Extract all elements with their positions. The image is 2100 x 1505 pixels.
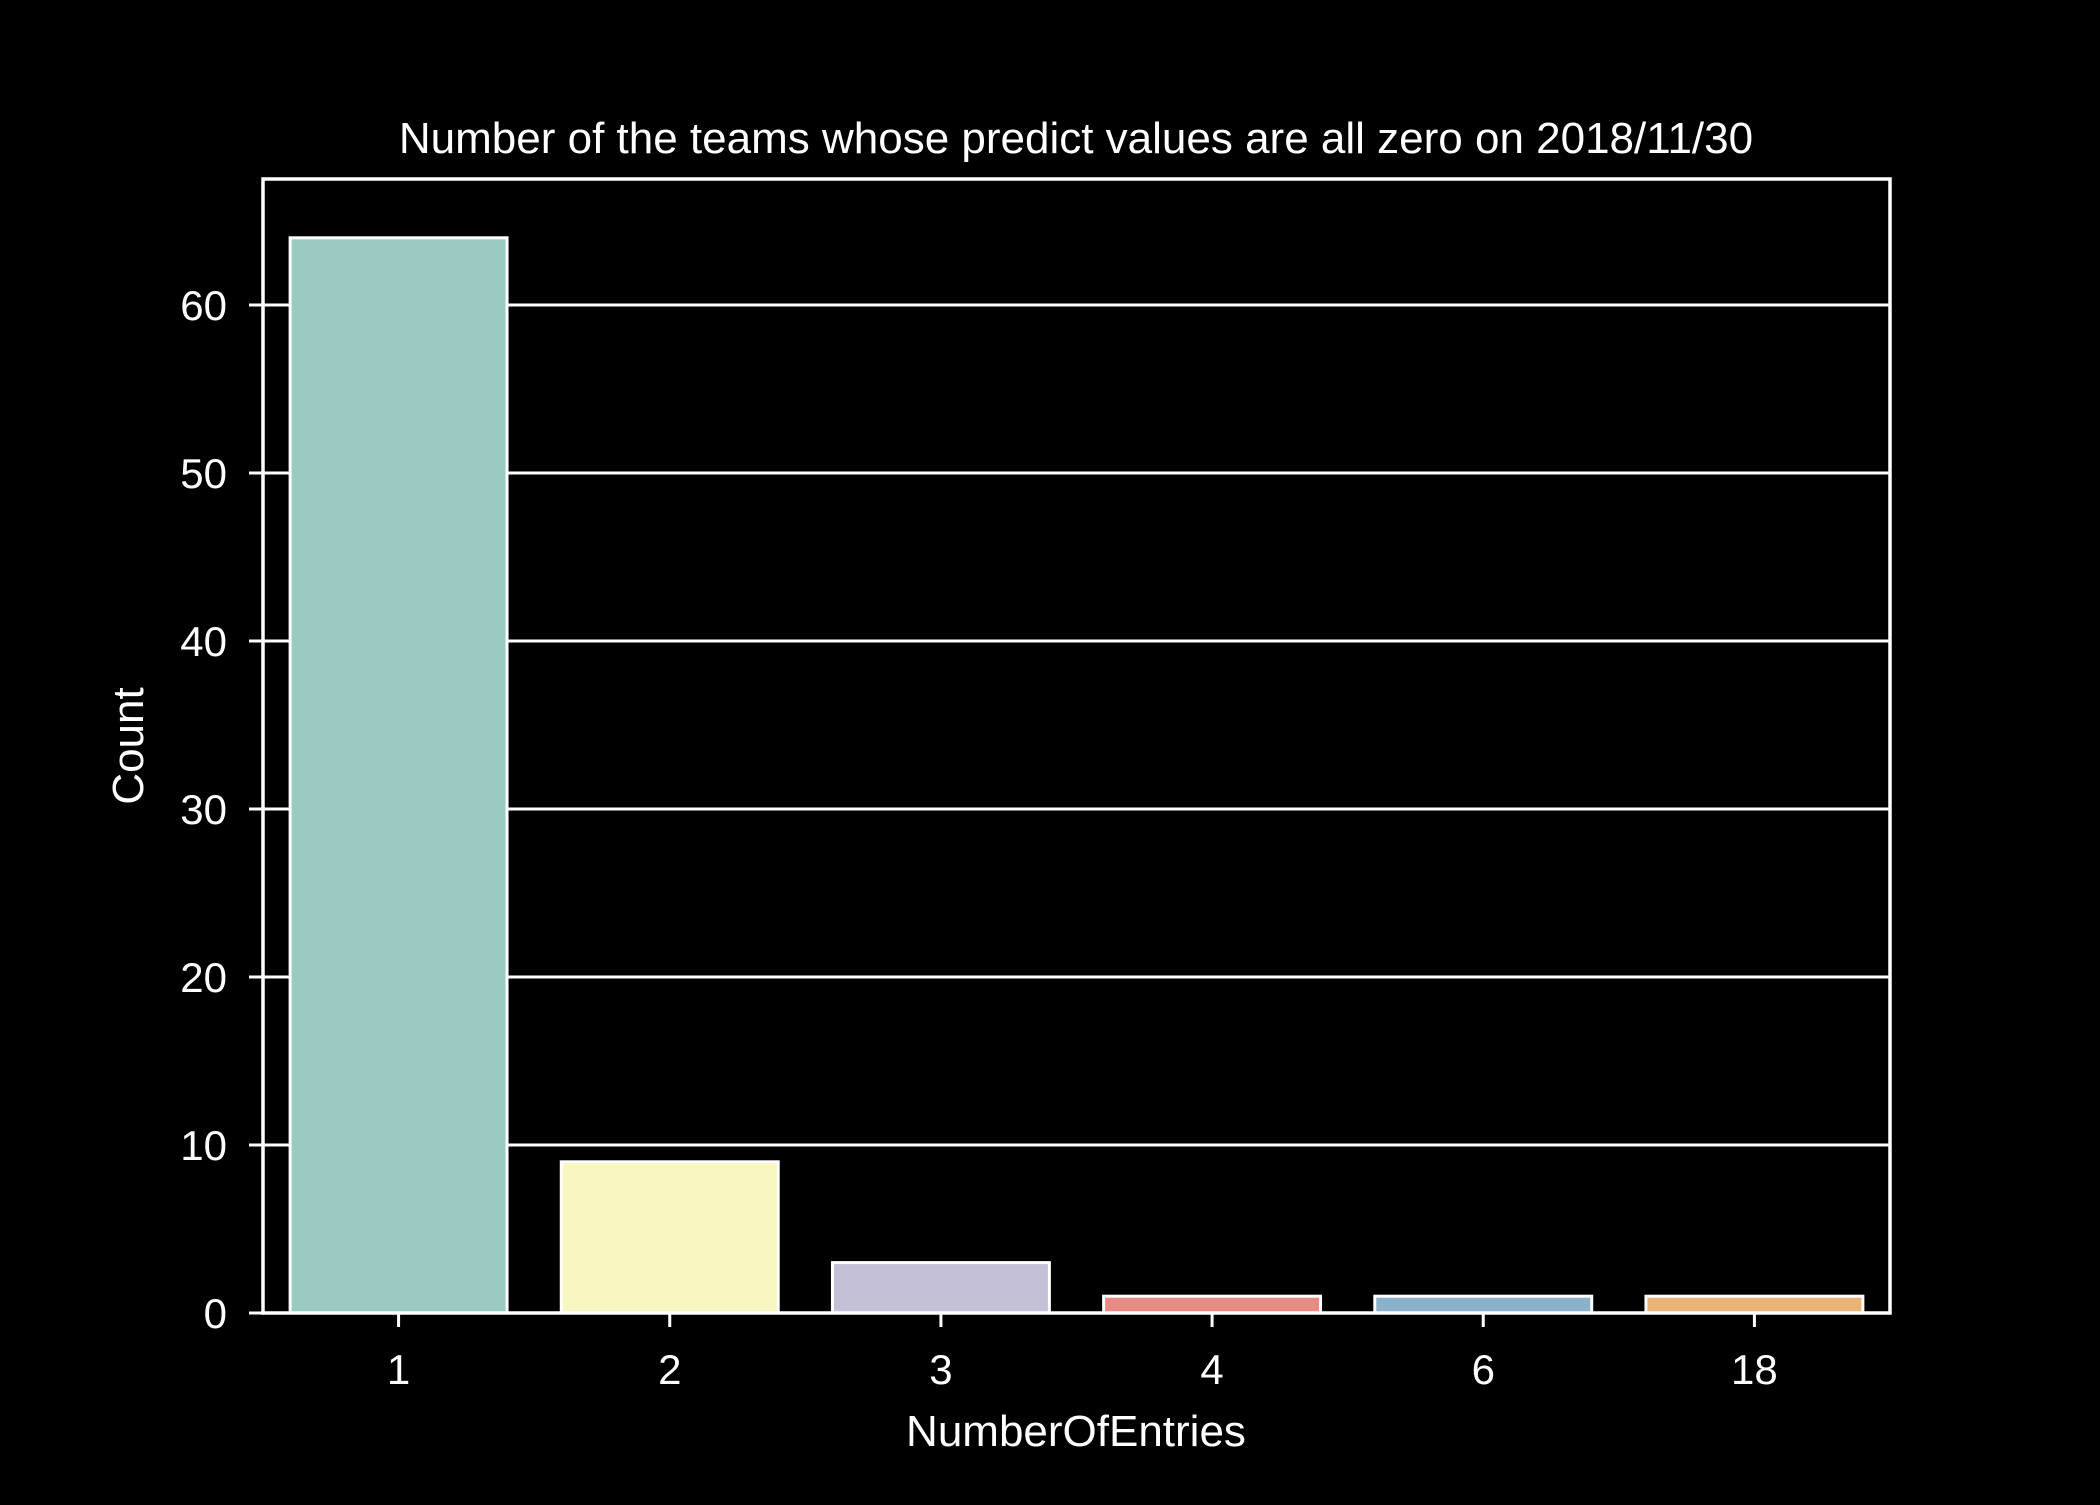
gridlines (263, 303, 1890, 1147)
x-axis-label: NumberOfEntries (906, 1407, 1246, 1456)
x-tick-label: 3 (929, 1346, 952, 1393)
bar-1 (288, 236, 509, 1315)
y-axis-ticks: 0 10 20 30 40 50 60 (180, 282, 263, 1337)
bars (288, 236, 1865, 1315)
x-tick-label: 4 (1200, 1346, 1223, 1393)
x-tick-label: 18 (1731, 1346, 1778, 1393)
x-tick-label: 2 (658, 1346, 681, 1393)
chart-title: Number of the teams whose predict values… (399, 114, 1753, 163)
bar-2 (559, 1160, 780, 1315)
bar-3 (830, 1261, 1051, 1315)
bar-18 (1644, 1294, 1865, 1315)
y-tick-label: 0 (204, 1290, 227, 1337)
y-tick-label: 20 (180, 954, 227, 1001)
x-tick-label: 6 (1472, 1346, 1495, 1393)
x-tick-label: 1 (387, 1346, 410, 1393)
bar-4 (1102, 1294, 1323, 1315)
plot-frame (261, 177, 1892, 1315)
y-tick-label: 30 (180, 786, 227, 833)
bar-6 (1373, 1294, 1594, 1315)
y-tick-label: 50 (180, 450, 227, 497)
y-tick-label: 60 (180, 282, 227, 329)
y-axis-label: Count (104, 687, 153, 804)
y-tick-label: 10 (180, 1122, 227, 1169)
x-axis-ticks: 1 2 3 4 6 18 (387, 1313, 1778, 1393)
y-tick-label: 40 (180, 618, 227, 665)
